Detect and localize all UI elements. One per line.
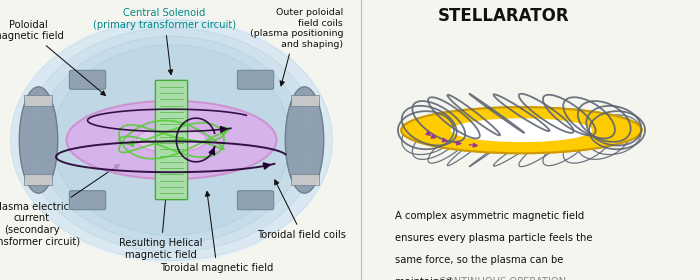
Text: A complex asymmetric magnetic field: A complex asymmetric magnetic field <box>395 211 584 221</box>
Ellipse shape <box>38 36 304 244</box>
Text: same force, so the plasma can be: same force, so the plasma can be <box>395 255 564 265</box>
Ellipse shape <box>136 127 206 153</box>
FancyBboxPatch shape <box>237 191 274 210</box>
Ellipse shape <box>451 118 592 142</box>
Ellipse shape <box>286 87 323 193</box>
FancyBboxPatch shape <box>69 70 106 89</box>
Text: Resulting Helical
magnetic field: Resulting Helical magnetic field <box>119 178 203 260</box>
Ellipse shape <box>401 107 642 153</box>
Text: CONTINUOUS OPERATION: CONTINUOUS OPERATION <box>439 277 566 280</box>
Ellipse shape <box>451 118 592 142</box>
Text: Poloidal
magnetic field: Poloidal magnetic field <box>0 20 106 95</box>
FancyBboxPatch shape <box>25 174 52 185</box>
FancyBboxPatch shape <box>155 80 188 200</box>
Ellipse shape <box>19 87 57 193</box>
FancyBboxPatch shape <box>237 70 274 89</box>
Text: Plasma electric
current
(secondary
transformer circuit): Plasma electric current (secondary trans… <box>0 165 119 246</box>
FancyBboxPatch shape <box>69 191 106 210</box>
Ellipse shape <box>10 17 332 263</box>
Ellipse shape <box>52 45 290 235</box>
Text: maintained –: maintained – <box>395 277 463 280</box>
Text: Toroidal field coils: Toroidal field coils <box>258 180 346 240</box>
Text: Central Solenoid
(primary transformer circuit): Central Solenoid (primary transformer ci… <box>93 8 236 74</box>
Ellipse shape <box>66 101 276 179</box>
Ellipse shape <box>401 107 642 153</box>
FancyBboxPatch shape <box>290 174 318 185</box>
Text: Toroidal magnetic field: Toroidal magnetic field <box>160 192 274 273</box>
FancyBboxPatch shape <box>290 95 318 106</box>
FancyBboxPatch shape <box>25 95 52 106</box>
Ellipse shape <box>25 28 318 252</box>
Text: Outer poloidal
field coils
(plasma positioning
and shaping): Outer poloidal field coils (plasma posit… <box>249 8 343 86</box>
Ellipse shape <box>10 20 332 260</box>
Text: STELLARATOR: STELLARATOR <box>438 7 569 25</box>
Text: ensures every plasma particle feels the: ensures every plasma particle feels the <box>395 233 593 243</box>
